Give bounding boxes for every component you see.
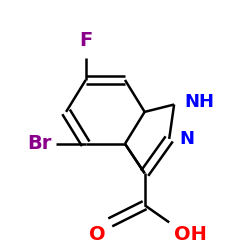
Text: F: F <box>79 32 92 50</box>
Text: O: O <box>89 225 105 244</box>
Text: Br: Br <box>27 134 51 153</box>
Text: N: N <box>179 130 194 148</box>
Text: NH: NH <box>184 93 214 111</box>
Text: OH: OH <box>174 225 207 244</box>
